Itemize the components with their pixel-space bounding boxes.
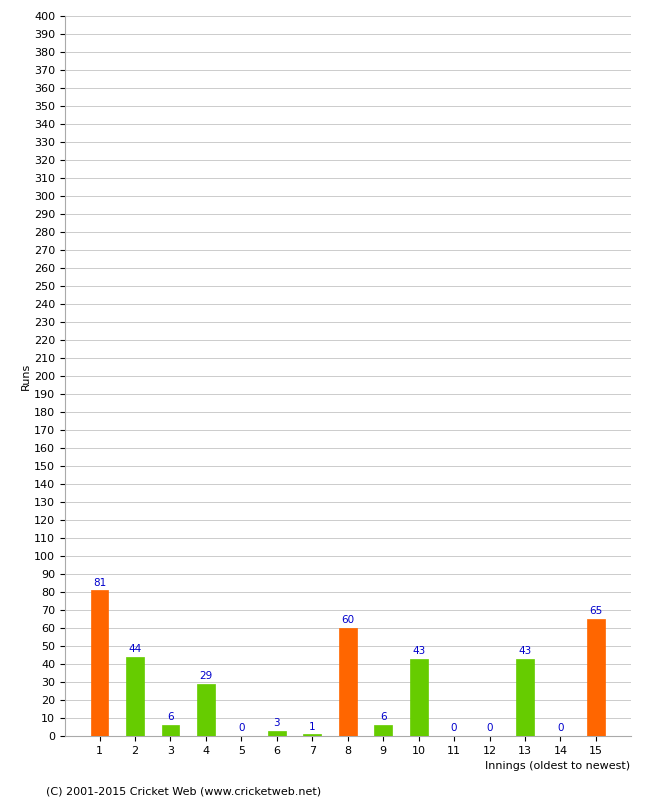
Bar [304, 734, 321, 736]
Text: 0: 0 [238, 723, 244, 734]
Text: 0: 0 [451, 723, 458, 734]
X-axis label: Innings (oldest to newest): Innings (oldest to newest) [486, 762, 630, 771]
Bar [410, 658, 428, 736]
Text: 60: 60 [341, 615, 354, 626]
Text: 3: 3 [274, 718, 280, 728]
Text: 43: 43 [519, 646, 532, 656]
Text: 44: 44 [129, 644, 142, 654]
Text: 65: 65 [590, 606, 603, 616]
Bar [162, 726, 179, 736]
Bar [339, 628, 357, 736]
Text: (C) 2001-2015 Cricket Web (www.cricketweb.net): (C) 2001-2015 Cricket Web (www.cricketwe… [46, 786, 320, 796]
Text: 0: 0 [557, 723, 564, 734]
Text: 81: 81 [93, 578, 106, 587]
Text: 29: 29 [200, 671, 213, 681]
Bar [587, 619, 605, 736]
Bar [268, 730, 286, 736]
Text: 6: 6 [167, 713, 174, 722]
Text: 6: 6 [380, 713, 387, 722]
Text: 0: 0 [486, 723, 493, 734]
Bar [374, 726, 392, 736]
Bar [516, 658, 534, 736]
Y-axis label: Runs: Runs [21, 362, 31, 390]
Bar [197, 684, 214, 736]
Bar [126, 657, 144, 736]
Bar [91, 590, 109, 736]
Text: 1: 1 [309, 722, 316, 731]
Text: 43: 43 [412, 646, 425, 656]
